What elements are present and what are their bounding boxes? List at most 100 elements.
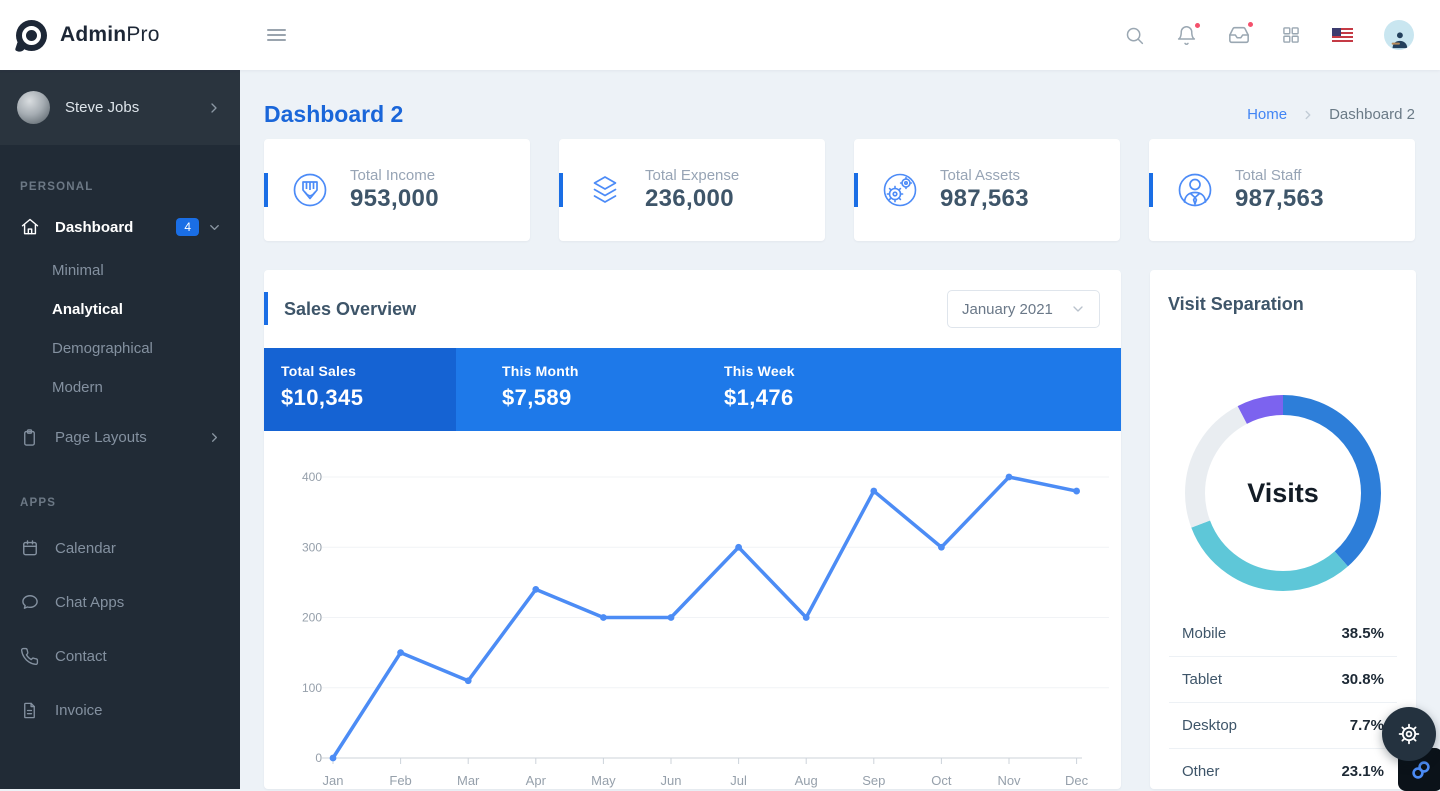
svg-text:Jul: Jul (730, 773, 747, 788)
home-icon (20, 217, 40, 237)
submenu-label: Analytical (52, 301, 123, 318)
brand-name-light: Pro (126, 23, 160, 46)
card-value: 236,000 (645, 185, 734, 212)
stat-label: This Month (502, 363, 579, 379)
legend-row-desktop: Desktop 7.7% (1169, 703, 1397, 749)
stat-value: $10,345 (281, 385, 364, 410)
sidebar-item-minimal[interactable]: Minimal (0, 251, 240, 290)
brand-name: AdminPro (60, 23, 160, 47)
sidebar-user-menu[interactable]: Steve Jobs (0, 70, 240, 145)
visits-donut-chart (1185, 395, 1381, 591)
legend-value: 30.8% (1341, 671, 1384, 688)
card-value: 953,000 (350, 185, 439, 212)
panel-accent-bar (264, 292, 268, 325)
person-circle-icon (1178, 173, 1212, 207)
card-total-expense: Total Expense 236,000 (559, 139, 825, 241)
breadcrumb: Home Dashboard 2 (1247, 106, 1415, 123)
gear-icon (1398, 723, 1420, 745)
user-avatar-button[interactable] (1384, 20, 1414, 50)
svg-text:Dec: Dec (1065, 773, 1089, 788)
svg-text:Jan: Jan (323, 773, 344, 788)
search-button[interactable] (1124, 25, 1145, 46)
main-content: Dashboard 2 Home Dashboard 2 Total Incom… (240, 70, 1440, 789)
svg-text:May: May (591, 773, 616, 788)
chevron-right-icon (212, 432, 217, 442)
grid-icon (1283, 27, 1299, 43)
breadcrumb-current: Dashboard 2 (1329, 106, 1415, 123)
sales-overview-panel: Sales Overview January 2021 Total Sales … (264, 270, 1121, 789)
settings-fab-button[interactable] (1382, 707, 1436, 761)
card-label: Total Expense (645, 167, 740, 184)
submenu-label: Minimal (52, 262, 104, 279)
card-total-staff: Total Staff 987,563 (1149, 139, 1415, 241)
svg-text:Oct: Oct (931, 773, 952, 788)
sidebar-item-invoice[interactable]: Invoice (0, 683, 240, 737)
us-flag-icon (1332, 28, 1353, 42)
sidebar-item-chat-apps[interactable]: Chat Apps (0, 575, 240, 629)
search-icon (1126, 27, 1144, 44)
apps-grid-button[interactable] (1281, 25, 1301, 45)
legend-value: 23.1% (1341, 763, 1384, 780)
svg-text:300: 300 (302, 540, 322, 554)
notifications-button[interactable] (1176, 20, 1202, 46)
brand[interactable]: AdminPro (0, 19, 240, 53)
adminpro-logo-icon (14, 19, 47, 53)
svg-text:Sep: Sep (862, 773, 885, 788)
chain-link-icon (1411, 760, 1430, 779)
sidebar-item-dashboard[interactable]: Dashboard 4 (0, 205, 240, 249)
sidebar-item-page-layouts[interactable]: Page Layouts (0, 413, 240, 461)
user-avatar-illustration (1391, 32, 1408, 49)
sidebar-toggle-button[interactable] (267, 26, 286, 44)
chevron-right-icon (211, 102, 217, 113)
legend-label: Tablet (1182, 671, 1223, 688)
dashboard-count-badge: 4 (176, 218, 199, 236)
layers-icon (593, 176, 617, 203)
phone-icon (20, 647, 40, 666)
card-accent-bar (264, 173, 268, 207)
card-label: Total Income (350, 167, 436, 184)
breadcrumb-home-link[interactable]: Home (1247, 106, 1288, 123)
sidebar-user-avatar (17, 91, 50, 124)
chevron-down-icon (1073, 306, 1083, 312)
sidebar-section-apps: APPS (20, 497, 57, 509)
stat-value: $1,476 (724, 385, 794, 410)
sidebar-item-label: Dashboard (55, 218, 134, 236)
svg-text:0: 0 (315, 751, 322, 765)
sidebar-item-label: Invoice (55, 701, 103, 719)
svg-text:200: 200 (302, 611, 322, 625)
message-badge-dot (1246, 20, 1255, 29)
legend-label: Other (1182, 763, 1220, 780)
sidebar-item-label: Calendar (55, 539, 116, 557)
legend-row-tablet: Tablet 30.8% (1169, 657, 1397, 703)
stat-label: This Week (724, 363, 795, 379)
stat-label: Total Sales (281, 363, 357, 379)
period-select[interactable]: January 2021 (947, 290, 1100, 328)
inbox-icon (1229, 26, 1249, 44)
stat-cards-row: Total Income 953,000 Total Expense 236,0… (264, 139, 1415, 241)
card-value: 987,563 (1235, 185, 1324, 212)
pencil-circle-icon (293, 173, 327, 207)
sidebar: Steve Jobs PERSONAL Dashboard 4 Minimal … (0, 70, 240, 789)
language-flag-button[interactable] (1332, 28, 1353, 42)
dashboard-submenu: Minimal Analytical Demographical Modern (0, 249, 240, 413)
legend-value: 38.5% (1341, 625, 1384, 642)
sidebar-item-calendar[interactable]: Calendar (0, 521, 240, 575)
period-select-value: January 2021 (962, 300, 1053, 318)
visit-separation-panel: Visit Separation Visits Mobile 38.5% Tab… (1150, 270, 1416, 789)
sidebar-item-label: Contact (55, 647, 107, 665)
stat-value: $7,589 (502, 385, 572, 410)
messages-button[interactable] (1228, 20, 1255, 46)
svg-text:Nov: Nov (997, 773, 1021, 788)
invoice-file-icon (20, 701, 40, 720)
donut-center-label: Visits (1247, 477, 1319, 508)
sidebar-item-demographical[interactable]: Demographical (0, 329, 240, 368)
card-accent-bar (559, 173, 563, 207)
legend-row-mobile: Mobile 38.5% (1169, 611, 1397, 657)
card-label: Total Assets (940, 167, 1021, 184)
sidebar-item-analytical[interactable]: Analytical (0, 290, 240, 329)
sidebar-item-contact[interactable]: Contact (0, 629, 240, 683)
visit-legend: Mobile 38.5% Tablet 30.8% Desktop 7.7% O… (1169, 611, 1397, 789)
brand-name-bold: Admin (60, 23, 127, 46)
card-value: 987,563 (940, 185, 1029, 212)
sidebar-item-modern[interactable]: Modern (0, 368, 240, 407)
